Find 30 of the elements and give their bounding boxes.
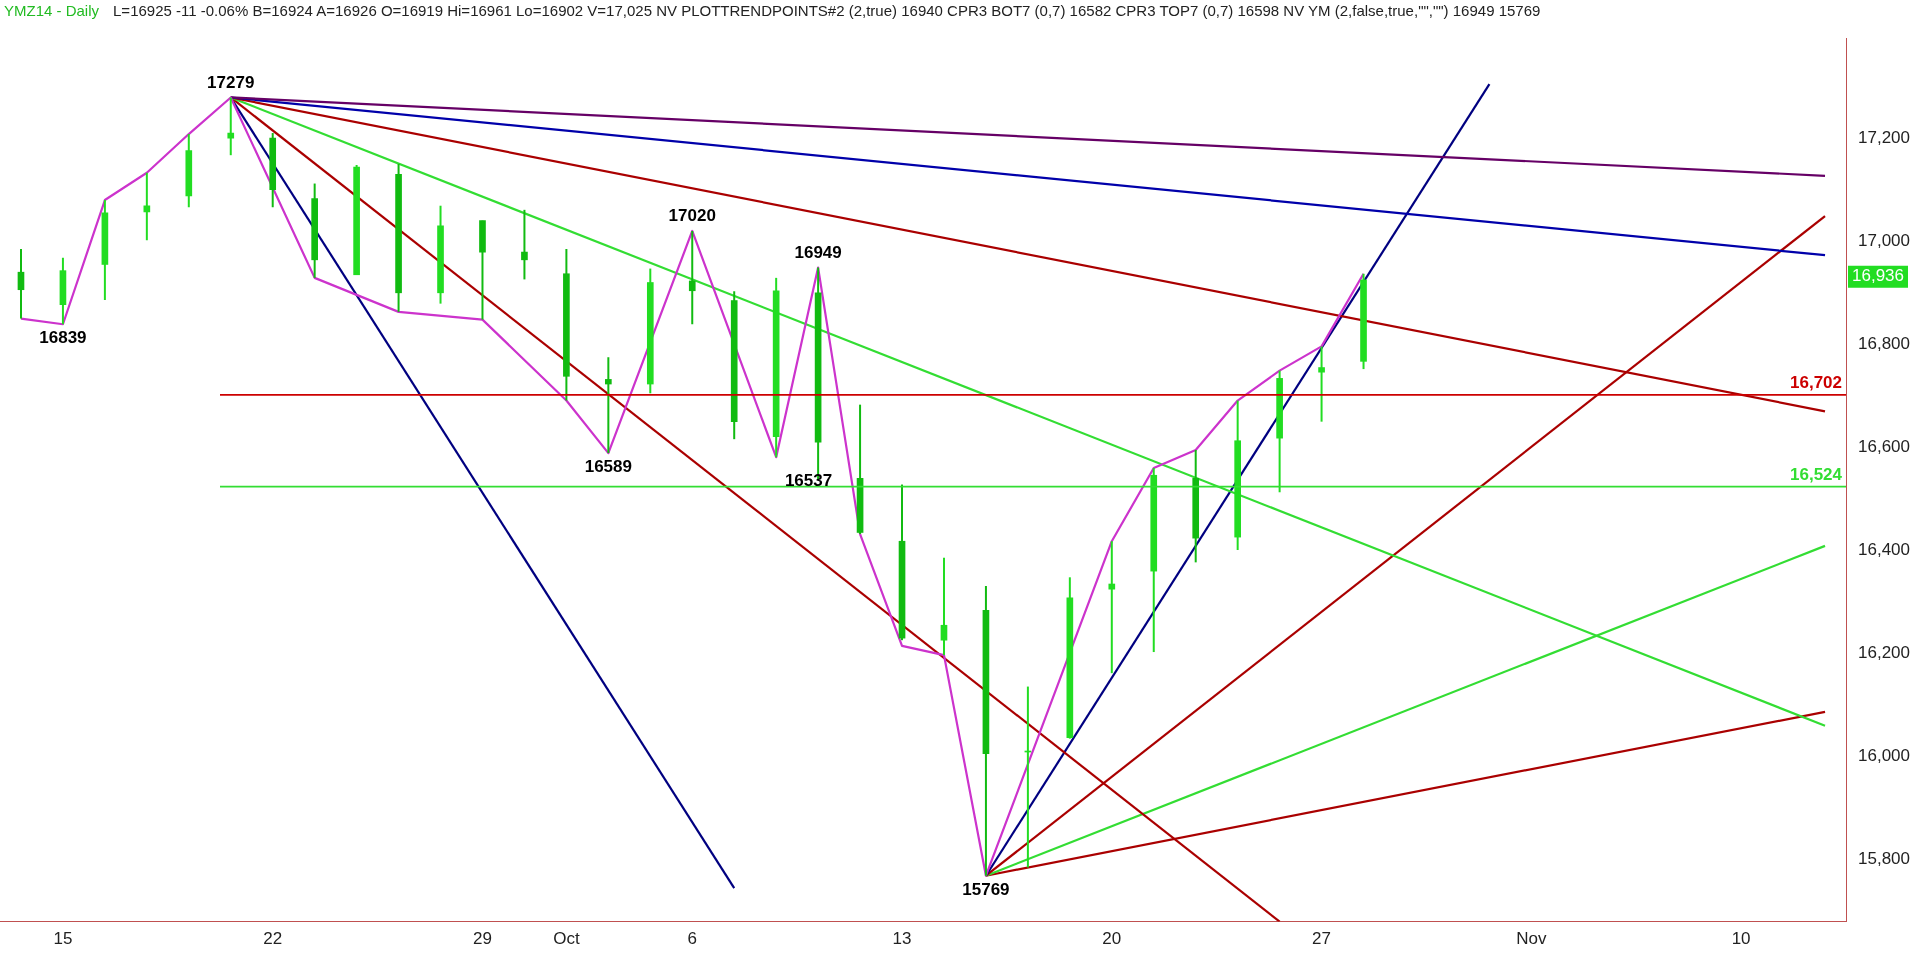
x-tick-label: 22 <box>263 929 283 949</box>
ref-line-label: 16,524 <box>1790 464 1843 484</box>
data-label: 16949 <box>794 242 842 262</box>
data-label: 16589 <box>584 457 632 477</box>
x-tick-label: 10 <box>1731 929 1751 949</box>
y-tick-label: 16,600 <box>1858 437 1910 457</box>
x-tick-label: Nov <box>1516 929 1547 949</box>
chart-title: YMZ14 - Daily <box>4 2 100 19</box>
x-tick-label: 15 <box>53 929 73 949</box>
data-label: 15769 <box>962 879 1010 899</box>
x-tick-label: 27 <box>1312 929 1332 949</box>
ref-line-label: 16,702 <box>1790 373 1842 393</box>
y-tick-label: 16,400 <box>1858 540 1910 560</box>
y-tick-label: 17,200 <box>1858 127 1910 147</box>
x-tick-label: 29 <box>473 929 492 949</box>
data-label: 17020 <box>668 206 716 226</box>
x-tick-label: 20 <box>1102 929 1122 949</box>
x-tick-label: 13 <box>892 929 912 949</box>
text: 16,936 <box>1852 266 1904 286</box>
x-tick-label: 6 <box>687 929 697 949</box>
y-tick-label: 15,800 <box>1858 849 1910 869</box>
data-label: 16839 <box>39 328 87 348</box>
chart-subtitle: L=16925 -11 -0.06% B=16924 A=16926 O=16919 Hi=16961 Lo=16902 V=17,025 NV PLOTTRENDPOINTS#2 (2,true) 16940 CPR3 BOT7 (0,7) 16582 CPR3 TOP7 (0,7) 16598 NV YM (2,false,true,"","") 16949 15769 <box>113 2 1541 19</box>
data-label: 17279 <box>207 72 255 92</box>
y-tick-label: 17,000 <box>1858 230 1910 250</box>
y-tick-label: 16,800 <box>1858 334 1910 354</box>
y-tick-label: 16,000 <box>1858 746 1910 766</box>
y-tick-label: 16,200 <box>1858 643 1910 663</box>
annotation: 16537 <box>784 471 833 491</box>
x-tick-label: Oct <box>553 929 580 949</box>
